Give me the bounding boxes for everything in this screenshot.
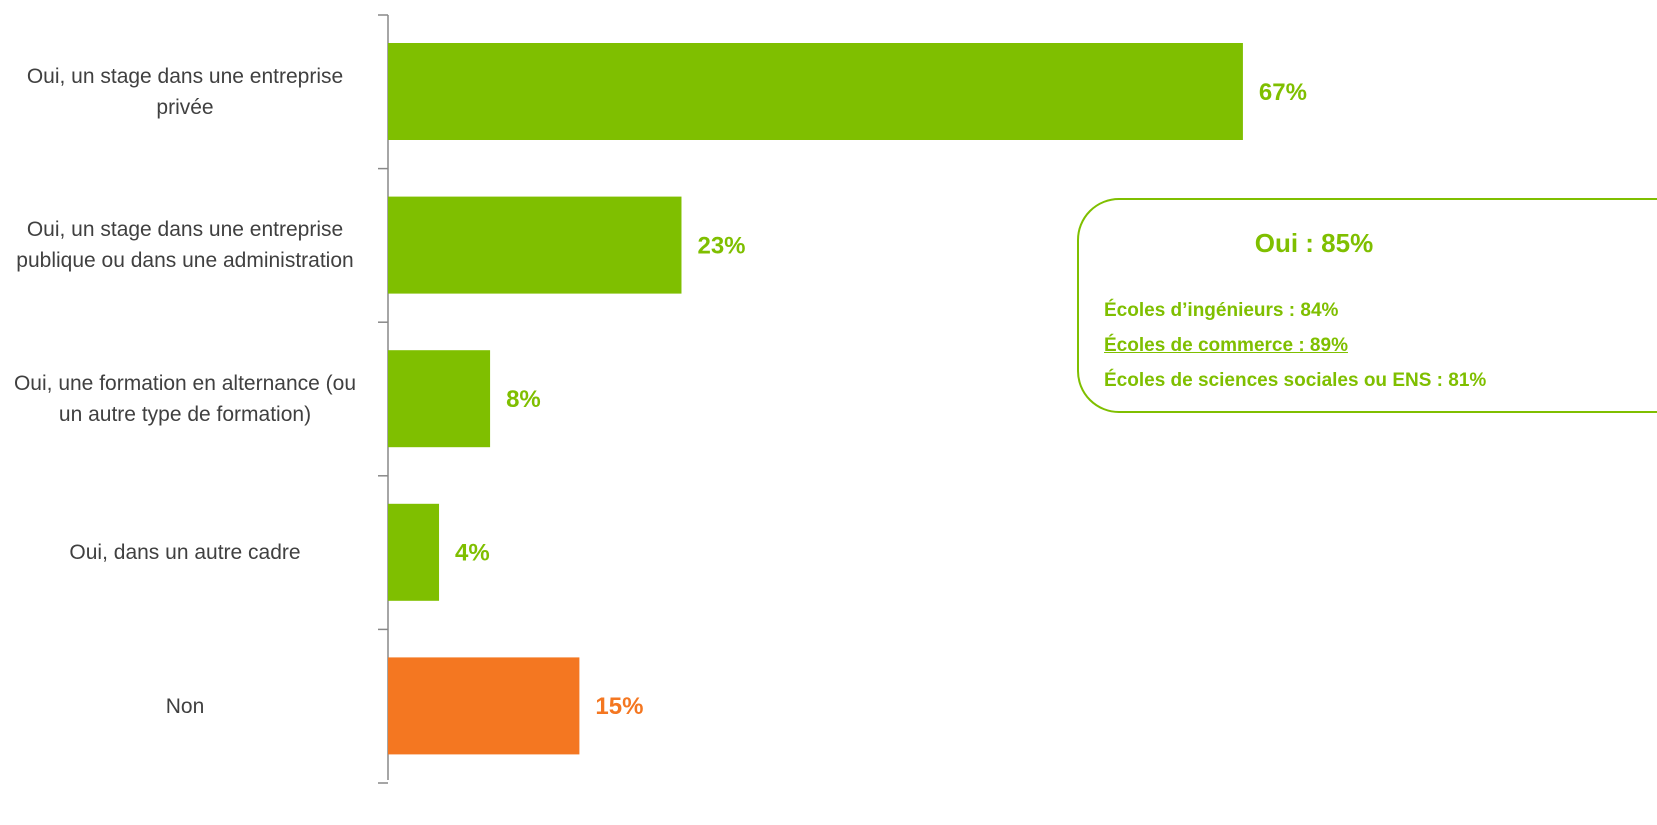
bar: [388, 196, 682, 294]
annotation-title: Oui : 85%: [1254, 228, 1374, 258]
value-label: 8%: [506, 386, 541, 413]
category-label-box: Non: [4, 629, 366, 783]
annotation-box: Oui : 85% Écoles d’ingénieurs : 84% Écol…: [1077, 198, 1657, 413]
value-label: 67%: [1259, 79, 1307, 106]
category-label: Oui, dans un autre cadre: [69, 541, 301, 565]
bar: [388, 350, 491, 448]
bar: [388, 43, 1243, 140]
category-label-box: Oui, dans un autre cadre: [4, 476, 366, 630]
value-label: 15%: [595, 693, 643, 720]
value-label: 4%: [455, 540, 490, 567]
annotation-line: Écoles d’ingénieurs : 84%: [1104, 300, 1339, 321]
annotation-line: Écoles de commerce : 89%: [1104, 335, 1348, 356]
category-label-box: Oui, un stage dans une entreprise publiq…: [4, 169, 366, 323]
category-label-box: Oui, un stage dans une entreprise privée: [4, 15, 366, 169]
annotation-line: Écoles de sciences sociales ou ENS : 81%: [1104, 370, 1487, 391]
category-label-box: Oui, une formation en alternance (ou un …: [4, 322, 366, 476]
value-label: 23%: [697, 232, 745, 259]
bar: [388, 657, 580, 755]
category-label: Non: [165, 694, 205, 718]
category-label: Oui, une formation en alternance (ou un …: [13, 371, 357, 426]
bar: [388, 503, 440, 601]
category-label: Oui, un stage dans une entreprise privée: [26, 64, 344, 119]
category-label: Oui, un stage dans une entreprise publiq…: [16, 218, 354, 273]
